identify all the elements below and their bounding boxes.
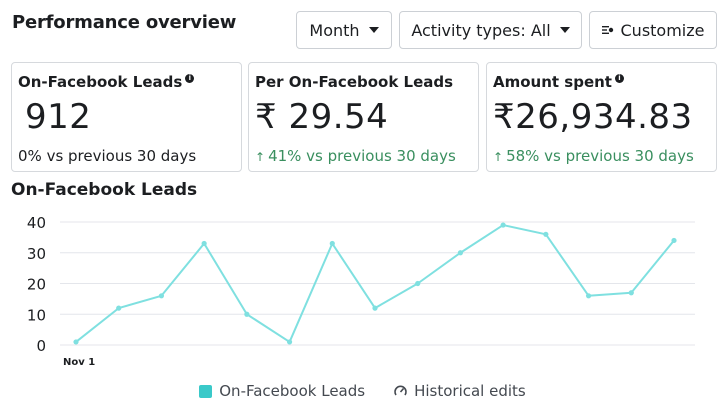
legend-swatch: [199, 384, 213, 398]
metric-value: ₹26,934.83: [493, 97, 693, 137]
leads-line-chart: 0 10 20 30 40 Nov 1: [27, 214, 695, 368]
data-point: [158, 293, 165, 299]
metric-value: ₹ 29.54: [255, 97, 389, 137]
metric-card-cost-per-lead: Per On-Facebook Leads ₹ 29.54 ↑ 41% vs pr…: [248, 62, 479, 172]
y-tick-label: 40: [27, 214, 46, 232]
caret-down-icon: [559, 27, 570, 33]
chart-legend: On-Facebook Leads Historical edits: [0, 382, 725, 400]
chart-title: On-Facebook Leads: [11, 180, 198, 200]
x-tick-label: Nov 1: [63, 357, 95, 368]
activity-types-label: Activity types: All: [411, 20, 551, 40]
y-tick-label: 20: [27, 276, 46, 294]
data-point: [585, 293, 592, 299]
settings-sliders-icon: [601, 26, 613, 34]
metric-label-wrap: On-Facebook Leads i: [18, 73, 195, 91]
data-point: [116, 305, 122, 311]
legend-item-historical-edits[interactable]: Historical edits: [393, 382, 526, 400]
y-tick-label: 30: [27, 245, 46, 263]
legend-label: On-Facebook Leads: [219, 382, 366, 400]
metric-card-amount-spent: Amount spent i ₹26,934.83 ↑ 58% vs previo…: [486, 62, 717, 172]
metric-comparison: 41% vs previous 30 days: [268, 147, 456, 165]
metric-label-wrap: Per On-Facebook Leads: [255, 73, 453, 91]
customize-label: Customize: [620, 20, 705, 40]
data-point: [372, 305, 378, 311]
data-point: [415, 280, 421, 287]
legend-label: Historical edits: [414, 382, 526, 400]
metric-comparison-wrap: ↑ 41% vs previous 30 days: [255, 147, 456, 165]
metric-value: 912: [25, 97, 92, 137]
legend-item-leads[interactable]: On-Facebook Leads: [199, 382, 365, 400]
customize-button[interactable]: Customize: [589, 11, 717, 49]
data-point: [543, 231, 549, 237]
data-point: [201, 240, 207, 247]
data-point: [286, 339, 293, 345]
metric-label: On-Facebook Leads: [18, 73, 183, 91]
y-tick-label: 0: [36, 337, 46, 355]
metric-comparison: 0% vs previous 30 days: [18, 147, 197, 165]
info-icon[interactable]: i: [614, 74, 624, 83]
activity-types-dropdown-button[interactable]: Activity types: All: [399, 11, 582, 49]
metric-label-wrap: Amount spent i: [493, 73, 624, 91]
metric-card-leads: On-Facebook Leads i 912 0% vs previous 3…: [11, 62, 242, 172]
month-label: Month: [309, 20, 360, 40]
data-point: [73, 339, 79, 345]
metric-comparison-wrap: ↑ 58% vs previous 30 days: [493, 147, 694, 165]
y-tick-label: 10: [27, 306, 46, 324]
data-point: [244, 311, 250, 317]
metric-label: Amount spent: [493, 73, 612, 91]
data-point: [457, 250, 464, 256]
data-point: [500, 222, 506, 228]
caret-down-icon: [368, 27, 379, 33]
metric-label: Per On-Facebook Leads: [255, 73, 454, 91]
info-icon[interactable]: i: [185, 74, 195, 83]
metric-comparison: 58% vs previous 30 days: [506, 147, 694, 165]
data-point: [329, 240, 335, 247]
historical-edits-icon: [394, 385, 407, 396]
arrow-up-icon: ↑: [255, 150, 266, 164]
data-point: [628, 290, 634, 296]
arrow-up-icon: ↑: [493, 150, 504, 164]
month-dropdown-button[interactable]: Month: [296, 11, 392, 49]
data-point: [671, 237, 677, 244]
page-title: Performance overview: [12, 12, 237, 33]
